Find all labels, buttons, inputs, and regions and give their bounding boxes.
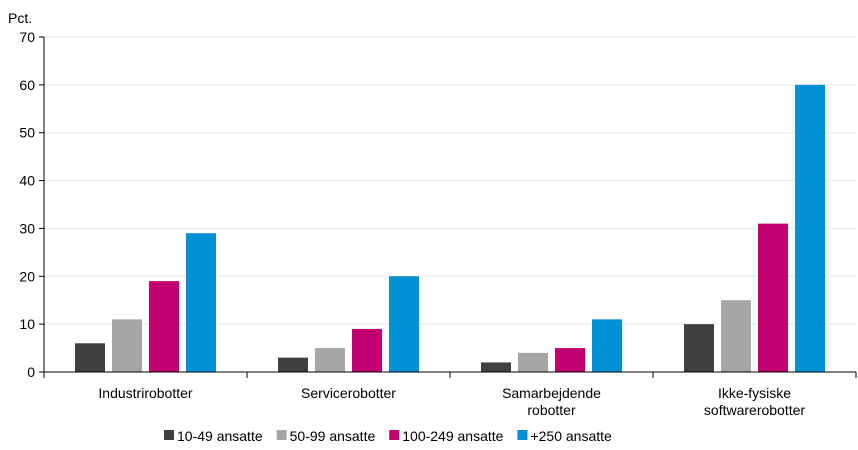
bar — [795, 84, 825, 372]
legend-swatch — [517, 430, 528, 440]
bar — [389, 276, 419, 372]
y-tick-label: 0 — [27, 364, 35, 380]
category-label: robotter — [527, 402, 576, 418]
gridlines — [44, 36, 856, 325]
bar — [315, 348, 345, 372]
category-label: softwarerobotter — [704, 402, 805, 418]
y-tick-label: 10 — [19, 316, 35, 332]
bar — [186, 233, 216, 372]
legend-swatch — [389, 430, 400, 440]
bar — [278, 357, 308, 372]
bar — [112, 319, 142, 372]
category-label: Ikke-fysiske — [718, 385, 791, 401]
bar — [352, 328, 382, 372]
category-labels: Industrirobotter Servicerobotter Samarbejd… — [98, 385, 805, 418]
legend-label: 50-99 ansatte — [290, 428, 376, 444]
y-tick-label: 70 — [19, 29, 35, 45]
bar — [518, 352, 548, 372]
bar — [75, 343, 105, 372]
legend: 10-49 ansatte 50-99 ansatte 100-249 ansatt… — [164, 428, 612, 444]
category-label: Samarbejdende — [502, 385, 601, 401]
y-tick-label: 50 — [19, 125, 35, 141]
bar — [684, 324, 714, 372]
legend-swatch — [276, 430, 287, 440]
legend-swatch — [164, 430, 174, 440]
bar — [481, 362, 511, 372]
bar — [721, 300, 751, 372]
y-tick-label: 20 — [19, 268, 35, 284]
bar — [592, 319, 622, 372]
y-tick-labels: 0 10 20 30 40 50 60 70 — [19, 29, 35, 380]
category-label: Servicerobotter — [301, 385, 396, 401]
legend-label: +250 ansatte — [530, 428, 612, 444]
bar — [758, 223, 788, 372]
axes — [39, 36, 857, 378]
y-axis-unit-label: Pct. — [8, 10, 32, 26]
legend-label: 10-49 ansatte — [177, 428, 263, 444]
bars — [75, 84, 825, 372]
y-tick-label: 60 — [19, 77, 35, 93]
bar — [149, 281, 179, 372]
category-label: Industrirobotter — [98, 385, 192, 401]
y-tick-label: 40 — [19, 173, 35, 189]
bar — [555, 348, 585, 372]
legend-label: 100-249 ansatte — [402, 428, 503, 444]
y-tick-label: 30 — [19, 220, 35, 236]
